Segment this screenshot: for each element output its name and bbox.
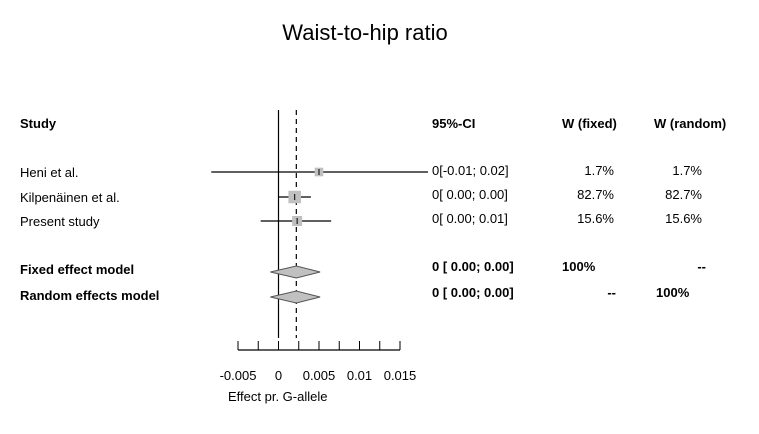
x-tick-label: 0 — [275, 368, 282, 383]
model-diamond — [270, 265, 321, 279]
model-w-random: -- — [697, 259, 706, 274]
model-ci: 0 [ 0.00; 0.00] — [432, 285, 514, 300]
study-name: Kilpenäinen et al. — [20, 190, 120, 205]
study-w-random: 82.7% — [665, 187, 702, 202]
model-name: Random effects model — [20, 288, 160, 303]
x-tick-label: 0.01 — [347, 368, 372, 383]
study-w-fixed: 1.7% — [584, 163, 614, 178]
study-name: Heni et al. — [20, 165, 79, 180]
study-name: Present study — [20, 214, 100, 229]
study-ci: 0[-0.01; 0.02] — [432, 163, 509, 178]
header-study: Study — [20, 116, 57, 131]
model-diamond — [270, 290, 321, 304]
header-w-fixed: W (fixed) — [562, 116, 617, 131]
model-w-fixed: -- — [607, 285, 616, 300]
chart-title: Waist-to-hip ratio — [282, 20, 448, 45]
model-w-random: 100% — [656, 285, 690, 300]
header-ci: 95%-CI — [432, 116, 476, 131]
study-ci: 0[ 0.00; 0.00] — [432, 187, 508, 202]
study-w-fixed: 15.6% — [577, 211, 614, 226]
x-tick-label: 0.015 — [384, 368, 417, 383]
study-w-random: 15.6% — [665, 211, 702, 226]
model-w-fixed: 100% — [562, 259, 596, 274]
study-ci: 0[ 0.00; 0.01] — [432, 211, 508, 226]
model-name: Fixed effect model — [20, 262, 135, 277]
header-w-random: W (random) — [654, 116, 727, 131]
study-w-fixed: 82.7% — [577, 187, 614, 202]
study-w-random: 1.7% — [672, 163, 702, 178]
x-axis-label: Effect pr. G-allele — [228, 389, 328, 404]
x-tick-label: 0.005 — [303, 368, 336, 383]
model-ci: 0 [ 0.00; 0.00] — [432, 259, 514, 274]
x-tick-label: -0.005 — [220, 368, 257, 383]
